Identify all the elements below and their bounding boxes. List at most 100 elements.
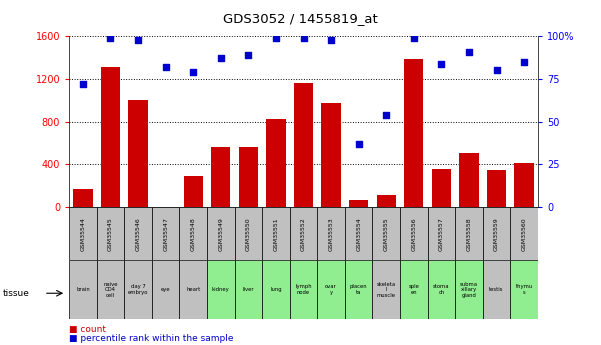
Bar [97,260,124,319]
Bar [73,189,93,207]
Point [464,49,474,55]
Text: GDS3052 / 1455819_at: GDS3052 / 1455819_at [223,12,378,25]
Bar [455,260,483,319]
Text: ovar
y: ovar y [325,284,337,295]
Bar [211,147,230,207]
Text: GSM35551: GSM35551 [273,217,278,250]
Bar [294,83,313,207]
Bar [483,260,510,319]
Bar [345,260,373,319]
Point [436,61,446,66]
Text: kidney: kidney [212,287,230,292]
Bar [262,207,290,260]
Bar [345,207,373,260]
Bar [207,207,234,260]
Bar [101,67,120,207]
Bar [459,152,478,207]
Bar [322,103,341,207]
Point [382,112,391,118]
Text: liver: liver [243,287,254,292]
Text: skeleta
l
muscle: skeleta l muscle [377,282,396,298]
Bar [152,260,180,319]
Text: GSM35558: GSM35558 [466,217,471,250]
Bar [432,169,451,207]
Text: GSM35547: GSM35547 [163,217,168,251]
Text: GSM35544: GSM35544 [81,217,85,251]
Text: GSM35556: GSM35556 [411,217,416,250]
Text: GSM35553: GSM35553 [329,217,334,250]
Point [161,64,171,70]
Bar [152,207,180,260]
Text: GSM35554: GSM35554 [356,217,361,250]
Point [492,68,501,73]
Point [188,69,198,75]
Point [326,37,336,42]
Bar [129,100,148,207]
Text: GSM35550: GSM35550 [246,217,251,250]
Point [133,37,143,42]
Bar [349,199,368,207]
Bar [373,207,400,260]
Bar [377,195,396,207]
Point [271,35,281,41]
Text: eye: eye [161,287,171,292]
Text: lymph
node: lymph node [295,284,312,295]
Bar [234,260,262,319]
Text: subma
xillary
gland: subma xillary gland [460,282,478,298]
Text: placen
ta: placen ta [350,284,367,295]
Bar [207,260,234,319]
Bar [427,260,455,319]
Text: GSM35548: GSM35548 [191,217,196,250]
Text: GSM35557: GSM35557 [439,217,444,250]
Text: GSM35545: GSM35545 [108,217,113,250]
Bar [69,207,97,260]
Point [354,141,364,147]
Bar [239,147,258,207]
Text: GSM35546: GSM35546 [136,217,141,250]
Text: day 7
embryо: day 7 embryо [128,284,148,295]
Point [243,52,253,58]
Text: GSM35555: GSM35555 [383,217,389,250]
Text: tissue: tissue [3,289,30,298]
Bar [124,207,152,260]
Bar [262,260,290,319]
Bar [483,207,510,260]
Bar [487,170,506,207]
Text: thymu
s: thymu s [516,284,532,295]
Bar [97,207,124,260]
Bar [180,207,207,260]
Text: stoma
ch: stoma ch [433,284,450,295]
Bar [400,260,427,319]
Point [519,59,529,65]
Text: GSM35549: GSM35549 [218,217,224,251]
Bar [266,119,285,207]
Text: ■ count: ■ count [69,325,106,334]
Bar [514,163,534,207]
Bar [510,260,538,319]
Bar [455,207,483,260]
Point [409,35,419,41]
Text: GSM35552: GSM35552 [301,217,306,250]
Bar [400,207,427,260]
Bar [234,207,262,260]
Text: brain: brain [76,287,90,292]
Bar [180,260,207,319]
Text: GSM35559: GSM35559 [494,217,499,250]
Bar [124,260,152,319]
Bar [510,207,538,260]
Text: GSM35560: GSM35560 [522,217,526,250]
Bar [69,260,97,319]
Point [78,81,88,87]
Text: testis: testis [489,287,504,292]
Bar [290,207,317,260]
Bar [317,207,345,260]
Bar [317,260,345,319]
Bar [404,59,424,207]
Text: naive
CD4
cell: naive CD4 cell [103,282,118,298]
Text: ■ percentile rank within the sample: ■ percentile rank within the sample [69,334,234,343]
Bar [427,207,455,260]
Bar [290,260,317,319]
Bar [183,176,203,207]
Text: lung: lung [270,287,282,292]
Text: sple
en: sple en [408,284,419,295]
